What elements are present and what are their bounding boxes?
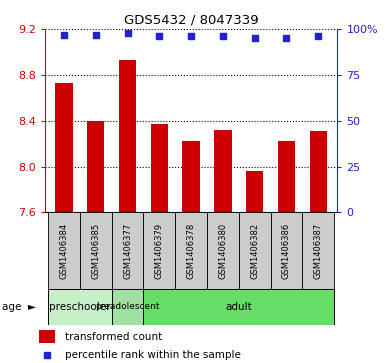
Text: GSM1406379: GSM1406379 [155, 223, 164, 278]
Text: GSM1406386: GSM1406386 [282, 223, 291, 278]
Bar [271, 212, 302, 289]
Text: GSM1406387: GSM1406387 [314, 223, 323, 278]
Point [188, 33, 194, 39]
Bar [214, 130, 232, 212]
Bar [119, 60, 136, 212]
Text: age  ►: age ► [2, 302, 36, 312]
Text: GSM1406378: GSM1406378 [186, 223, 196, 278]
Bar [207, 212, 239, 289]
Text: preschooler: preschooler [49, 302, 111, 312]
Text: GSM1406377: GSM1406377 [123, 223, 132, 278]
Point [44, 352, 50, 358]
Bar [112, 212, 144, 289]
Text: GSM1406385: GSM1406385 [91, 223, 100, 278]
Bar [302, 212, 334, 289]
Bar [310, 131, 327, 212]
Bar [87, 121, 105, 212]
Bar [144, 212, 175, 289]
Bar [48, 289, 112, 325]
Point [124, 30, 131, 36]
Bar [278, 141, 295, 212]
Bar [183, 141, 200, 212]
Point [284, 35, 290, 41]
Bar [175, 212, 207, 289]
Text: percentile rank within the sample: percentile rank within the sample [65, 350, 241, 360]
Point [220, 33, 226, 39]
Point [156, 33, 162, 39]
Bar [80, 212, 112, 289]
Bar [144, 289, 334, 325]
Bar [246, 171, 263, 212]
Point [252, 35, 258, 41]
Text: GSM1406380: GSM1406380 [218, 223, 227, 278]
Bar [39, 330, 55, 343]
Point [315, 33, 321, 39]
Bar [112, 289, 144, 325]
Bar [151, 124, 168, 212]
Bar [55, 83, 73, 212]
Text: adult: adult [225, 302, 252, 312]
Text: preadolescent: preadolescent [95, 302, 160, 311]
Point [61, 32, 67, 37]
Text: GSM1406382: GSM1406382 [250, 223, 259, 278]
Title: GDS5432 / 8047339: GDS5432 / 8047339 [124, 13, 259, 26]
Bar [239, 212, 271, 289]
Text: transformed count: transformed count [65, 331, 162, 342]
Text: GSM1406384: GSM1406384 [59, 223, 68, 278]
Bar [48, 212, 80, 289]
Point [92, 32, 99, 37]
